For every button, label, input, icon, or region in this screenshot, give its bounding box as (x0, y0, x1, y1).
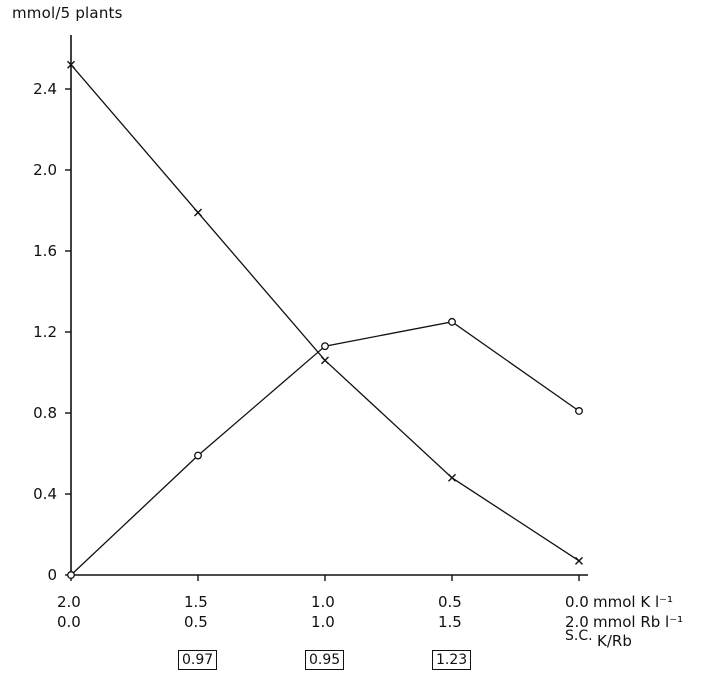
data-point-x (575, 556, 583, 565)
data-point-x (321, 356, 329, 365)
x-axis-k-unit: mmol K l⁻¹ (593, 593, 674, 611)
x-label-k: 0.0 (565, 593, 589, 611)
data-point-x (448, 473, 456, 482)
sc-label-subscript: K/Rb (597, 632, 632, 650)
x-label-k: 2.0 (57, 593, 81, 611)
data-point-o (321, 342, 329, 351)
y-tick-label: 2.4 (33, 80, 57, 98)
data-point-o (194, 451, 202, 460)
sc-value-box: 1.23 (432, 650, 472, 670)
sc-value-box: 0.95 (305, 650, 345, 670)
sc-value-box: 0.97 (178, 650, 218, 670)
x-label-rb: 2.0 (565, 613, 589, 631)
x-label-rb: 0.0 (57, 613, 81, 631)
x-label-k: 1.0 (311, 593, 335, 611)
data-point-o (575, 407, 583, 415)
y-tick-label: 0.4 (33, 485, 57, 503)
data-point-x (67, 60, 75, 69)
y-tick-label: 1.6 (33, 242, 57, 260)
series-x-line (70, 64, 580, 562)
x-label-rb: 1.0 (311, 613, 335, 631)
y-tick-label: 1.2 (33, 323, 57, 341)
y-tick-label: 2.0 (33, 161, 57, 179)
x-label-k: 1.5 (184, 593, 208, 611)
data-point-o (67, 571, 75, 579)
sc-label-text: S.C. (565, 628, 593, 644)
x-label-rb: 1.5 (438, 613, 462, 631)
y-axis-title: mmol/5 plants (12, 4, 123, 22)
y-tick-label: 0 (47, 566, 57, 584)
x-label-k: 0.5 (438, 593, 462, 611)
data-point-o (448, 317, 456, 326)
x-axis-rb-unit: mmol Rb l⁻¹ (593, 613, 684, 631)
data-point-x (194, 208, 202, 217)
y-tick-label: 0.8 (33, 404, 57, 422)
x-label-rb: 0.5 (184, 613, 208, 631)
sc-label: S.C. K/Rb (565, 626, 632, 650)
